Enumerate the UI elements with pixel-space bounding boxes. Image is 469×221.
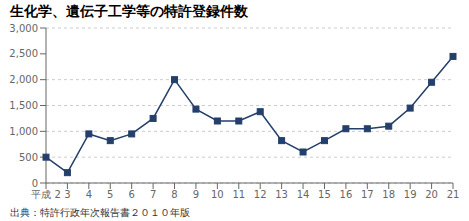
svg-text:19: 19 <box>404 189 417 200</box>
svg-text:3,000: 3,000 <box>9 23 38 34</box>
svg-text:1,500: 1,500 <box>9 100 38 111</box>
svg-text:10: 10 <box>211 189 224 200</box>
svg-text:4: 4 <box>86 189 92 200</box>
svg-text:6: 6 <box>128 189 134 200</box>
svg-text:15: 15 <box>318 189 331 200</box>
svg-text:2,000: 2,000 <box>9 74 38 85</box>
svg-text:14: 14 <box>297 189 310 200</box>
svg-text:9: 9 <box>193 189 199 200</box>
svg-text:20: 20 <box>425 189 438 200</box>
svg-text:8: 8 <box>171 189 177 200</box>
svg-text:7: 7 <box>150 189 156 200</box>
html-text:生化学、遺伝子工学等の特許登録件数: 生化学、遺伝子工学等の特許登録件数 <box>10 3 248 19</box>
svg-text:21: 21 <box>447 189 460 200</box>
svg-text:12: 12 <box>254 189 267 200</box>
svg-text:17: 17 <box>361 189 374 200</box>
svg-text:1,000: 1,000 <box>9 126 38 137</box>
svg-text:3: 3 <box>64 189 70 200</box>
svg-text:平成 2: 平成 2 <box>31 189 61 200</box>
svg-text:5: 5 <box>107 189 113 200</box>
html-text:出典：特許行政年次報告書２０１０年版: 出典：特許行政年次報告書２０１０年版 <box>10 207 190 218</box>
svg-text:11: 11 <box>232 189 245 200</box>
svg-text:2,500: 2,500 <box>9 48 38 59</box>
svg-text:0: 0 <box>32 178 38 189</box>
svg-text:16: 16 <box>340 189 353 200</box>
svg-text:13: 13 <box>275 189 288 200</box>
svg-text:18: 18 <box>382 189 395 200</box>
svg-text:500: 500 <box>19 152 38 163</box>
